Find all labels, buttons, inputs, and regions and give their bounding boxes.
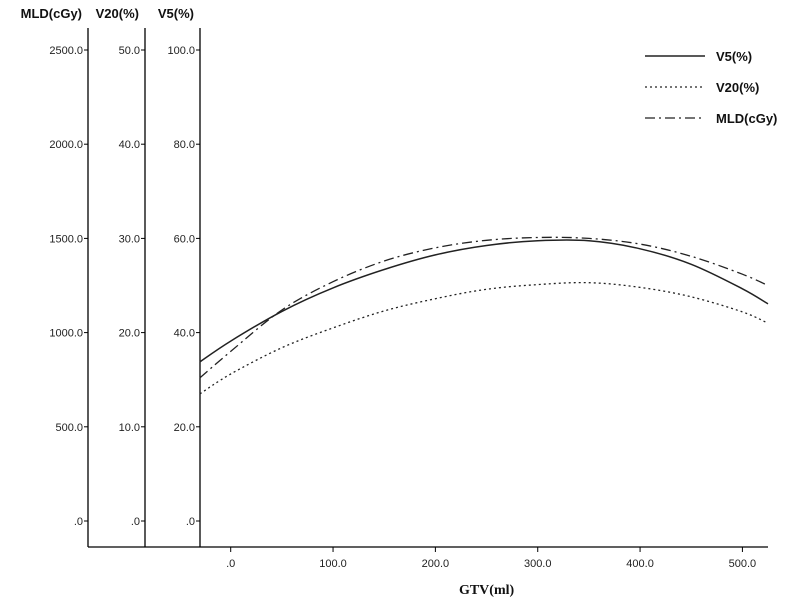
x-tick-label: 400.0 [626, 558, 654, 570]
series-line-mld [199, 236, 769, 379]
v5-tick-label: 60.0 [174, 233, 195, 245]
x-tick-label: 100.0 [319, 558, 347, 570]
v5-tick-label: 40.0 [174, 328, 195, 340]
v5-tick-label: 20.0 [174, 422, 195, 434]
x-tick-label: 200.0 [422, 558, 450, 570]
axes-layer: .0 500.0 1000.0 1500.0 2000.0 2500.0 MLD(cGy).… [21, 6, 768, 598]
mld-tick-label: .0 [74, 516, 83, 528]
mld-tick-label: 500.0 [55, 422, 83, 434]
v20-tick-label: 10.0 [119, 422, 140, 434]
v20-tick-label: 20.0 [119, 328, 140, 340]
v20-axis-title: V20(%) [96, 6, 139, 21]
legend: V5(%) V20(%) MLD(cGy) [645, 49, 777, 126]
legend-label-mld: MLD(cGy) [716, 111, 777, 126]
v20-tick-label: 40.0 [119, 139, 140, 151]
v20-tick-label: 30.0 [119, 233, 140, 245]
mld-tick-label: 2500.0 [49, 45, 83, 57]
series-line-v5 [199, 239, 769, 363]
mld-tick-label: 1500.0 [49, 233, 83, 245]
legend-label-v20: V20(%) [716, 80, 759, 95]
x-tick-label: 300.0 [524, 558, 552, 570]
legend-label-v5: V5(%) [716, 49, 752, 64]
x-tick-label: .0 [226, 558, 235, 570]
v5-tick-label: 100.0 [167, 45, 195, 57]
v5-tick-label: 80.0 [174, 139, 195, 151]
x-axis-title: GTV(ml) [459, 583, 515, 598]
mld-tick-label: 1000.0 [49, 328, 83, 340]
x-tick-label: 500.0 [729, 558, 757, 570]
v5-axis-title: V5(%) [158, 6, 194, 21]
v5-tick-label: .0 [186, 516, 195, 528]
mld-tick-label: 2000.0 [49, 139, 83, 151]
v20-tick-label: .0 [131, 516, 140, 528]
series-line-v20 [199, 281, 769, 395]
v20-tick-label: 50.0 [119, 45, 140, 57]
curves-layer [199, 236, 769, 395]
mld-axis-title: MLD(cGy) [21, 6, 82, 21]
